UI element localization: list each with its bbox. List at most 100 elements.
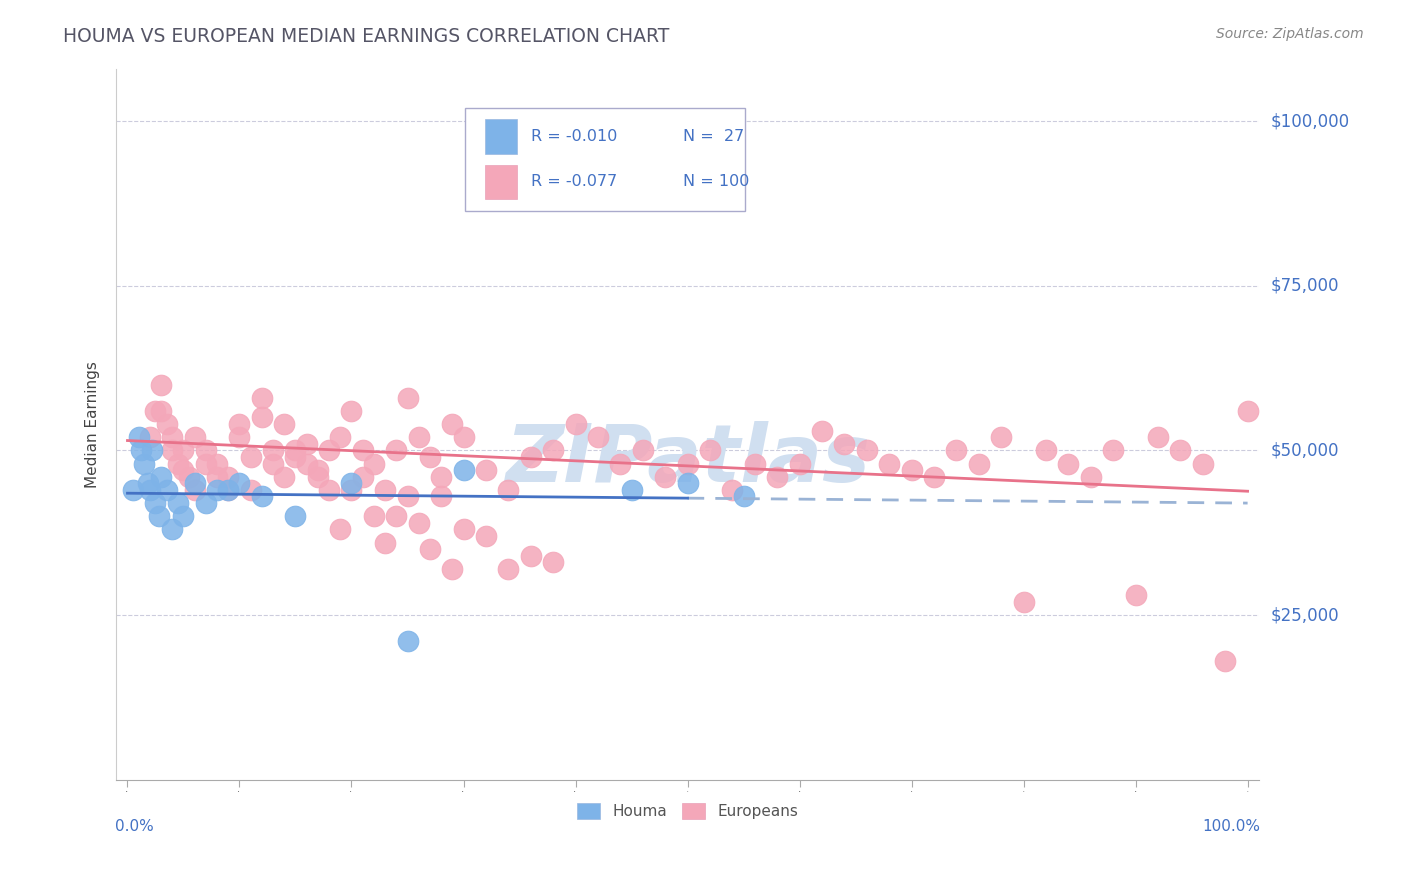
Point <box>363 457 385 471</box>
Point <box>519 549 541 563</box>
Point <box>453 523 475 537</box>
Point <box>419 450 441 464</box>
Point <box>441 562 464 576</box>
Point <box>139 430 162 444</box>
Point <box>408 430 430 444</box>
Point <box>1080 469 1102 483</box>
Point <box>139 483 162 497</box>
Text: R = -0.077: R = -0.077 <box>531 174 617 189</box>
Bar <box>485 120 517 153</box>
Point <box>654 469 676 483</box>
Point <box>183 483 205 497</box>
Point <box>453 463 475 477</box>
Point <box>167 496 190 510</box>
Text: $75,000: $75,000 <box>1270 277 1339 294</box>
Point <box>329 430 352 444</box>
Point <box>1012 595 1035 609</box>
Point <box>498 483 520 497</box>
Point <box>1102 443 1125 458</box>
Point <box>136 476 159 491</box>
Point <box>408 516 430 530</box>
Point <box>1170 443 1192 458</box>
Point <box>498 562 520 576</box>
Text: N = 100: N = 100 <box>683 174 749 189</box>
Point <box>129 443 152 458</box>
Point <box>150 469 173 483</box>
Legend: Houma, Europeans: Houma, Europeans <box>571 797 804 825</box>
Point <box>205 469 228 483</box>
Point <box>340 483 363 497</box>
Point <box>284 443 307 458</box>
Point <box>519 450 541 464</box>
FancyBboxPatch shape <box>465 108 745 211</box>
Point <box>441 417 464 431</box>
Point <box>134 457 156 471</box>
Point <box>284 509 307 524</box>
Point <box>733 490 755 504</box>
Point <box>541 555 564 569</box>
Point <box>855 443 877 458</box>
Text: R = -0.010: R = -0.010 <box>531 129 617 144</box>
Point <box>250 391 273 405</box>
Point <box>945 443 967 458</box>
Point <box>1236 404 1258 418</box>
Point <box>148 509 170 524</box>
Point <box>453 430 475 444</box>
Y-axis label: Median Earnings: Median Earnings <box>86 360 100 488</box>
Text: N =  27: N = 27 <box>683 129 744 144</box>
Point <box>162 443 184 458</box>
Point <box>631 443 654 458</box>
Point <box>307 469 329 483</box>
Point <box>430 490 453 504</box>
Point <box>676 457 699 471</box>
Point <box>150 377 173 392</box>
Point <box>620 483 643 497</box>
Point <box>162 523 184 537</box>
Point <box>145 404 167 418</box>
Point <box>172 509 194 524</box>
Point <box>475 529 498 543</box>
Point <box>194 457 217 471</box>
Point <box>273 417 295 431</box>
Point <box>156 483 179 497</box>
Point <box>1057 457 1080 471</box>
Point <box>183 476 205 491</box>
Point <box>217 483 239 497</box>
Point <box>307 463 329 477</box>
Point <box>676 476 699 491</box>
Point <box>990 430 1012 444</box>
Point <box>430 469 453 483</box>
Point <box>262 457 284 471</box>
Point <box>374 483 396 497</box>
Point <box>609 457 631 471</box>
Point <box>1147 430 1170 444</box>
Point <box>194 443 217 458</box>
Point <box>318 443 340 458</box>
Point <box>340 404 363 418</box>
Point <box>396 634 419 648</box>
Text: Source: ZipAtlas.com: Source: ZipAtlas.com <box>1216 27 1364 41</box>
Point <box>194 496 217 510</box>
Point <box>1213 654 1236 668</box>
Point <box>172 443 194 458</box>
Point <box>318 483 340 497</box>
Point <box>922 469 945 483</box>
Text: ZIPatlas: ZIPatlas <box>505 421 870 499</box>
Point <box>834 437 856 451</box>
Point <box>205 457 228 471</box>
Point <box>273 469 295 483</box>
Point <box>217 469 239 483</box>
Point <box>789 457 811 471</box>
Point <box>172 463 194 477</box>
Point <box>177 469 200 483</box>
Point <box>541 443 564 458</box>
Text: $50,000: $50,000 <box>1270 442 1339 459</box>
Point <box>239 483 262 497</box>
Point <box>475 463 498 477</box>
Point <box>1125 588 1147 602</box>
Point <box>128 430 150 444</box>
Point <box>419 542 441 557</box>
Point <box>162 430 184 444</box>
Point <box>205 483 228 497</box>
Bar <box>485 165 517 199</box>
